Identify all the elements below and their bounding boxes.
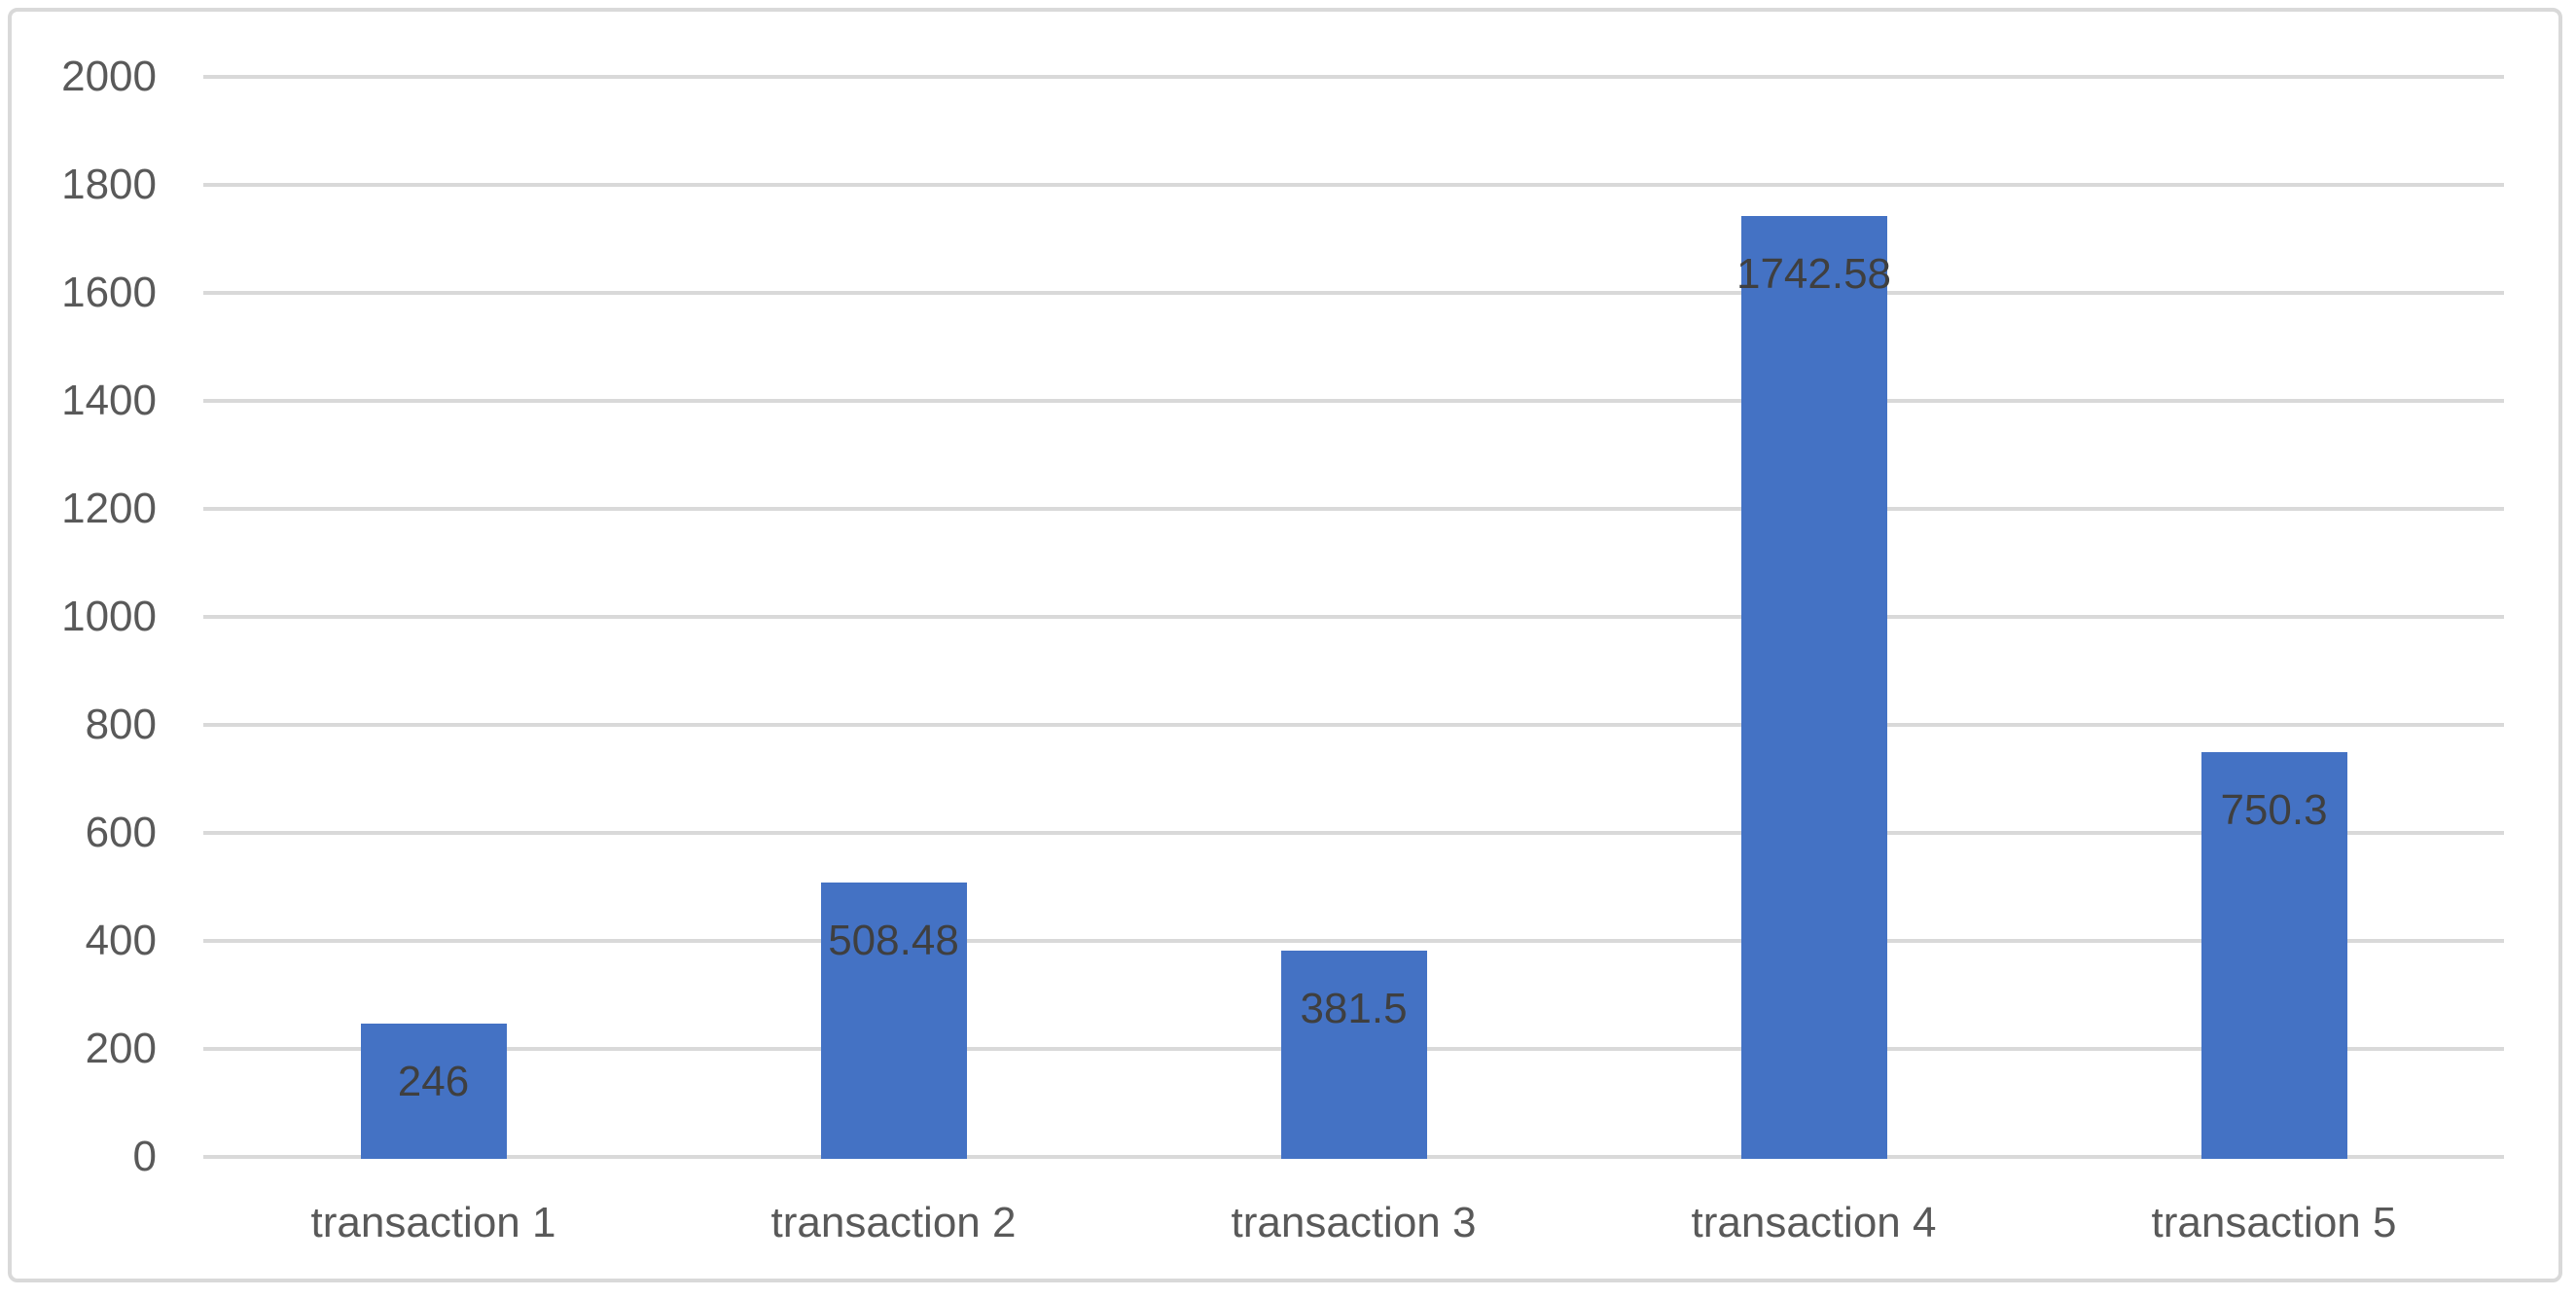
bar-data-label: 381.5	[1300, 985, 1408, 1033]
gridline	[203, 615, 2504, 619]
y-axis-tick-label: 400	[85, 917, 157, 964]
gridline	[203, 507, 2504, 511]
gridline	[203, 183, 2504, 187]
y-axis-tick-label: 1800	[61, 161, 157, 208]
x-axis-category-label: transaction 4	[1691, 1199, 1937, 1246]
y-axis-tick-label: 800	[85, 701, 157, 748]
gridline	[203, 75, 2504, 79]
gridline	[203, 723, 2504, 727]
gridline	[203, 399, 2504, 403]
bar-data-label: 750.3	[2220, 785, 2328, 834]
bar-transaction-1	[360, 1024, 507, 1159]
gridline	[203, 831, 2504, 835]
x-axis-category-label: transaction 2	[770, 1199, 1017, 1246]
x-axis-category-label: transaction 5	[2151, 1199, 2397, 1246]
bar-data-label: 246	[397, 1058, 470, 1106]
y-axis-tick-label: 1400	[61, 377, 157, 424]
y-axis-tick-label: 1000	[61, 593, 157, 640]
bar-transaction-3	[1280, 951, 1427, 1159]
y-axis-tick-label: 1200	[61, 485, 157, 532]
bar-transaction-5	[2200, 751, 2347, 1159]
bar-transaction-2	[820, 882, 967, 1159]
y-axis-tick-label: 2000	[61, 53, 157, 100]
y-axis-tick-label: 200	[85, 1025, 157, 1072]
y-axis-tick-label: 1600	[61, 269, 157, 316]
bar-data-label: 1742.58	[1735, 249, 1892, 298]
chart-frame: 0 200 400 600 800 1000 1200 1400 1600 1800 2000 24…	[8, 8, 2562, 1282]
y-axis-tick-label: 0	[132, 1133, 157, 1180]
gridline	[203, 291, 2504, 295]
y-axis-tick-label: 600	[85, 809, 157, 856]
bar-data-label: 508.48	[828, 916, 959, 964]
gridline	[203, 939, 2504, 943]
bar-transaction-4	[1740, 215, 1887, 1159]
x-axis-category-label: transaction 1	[310, 1199, 556, 1246]
x-axis-category-label: transaction 3	[1231, 1199, 1477, 1246]
